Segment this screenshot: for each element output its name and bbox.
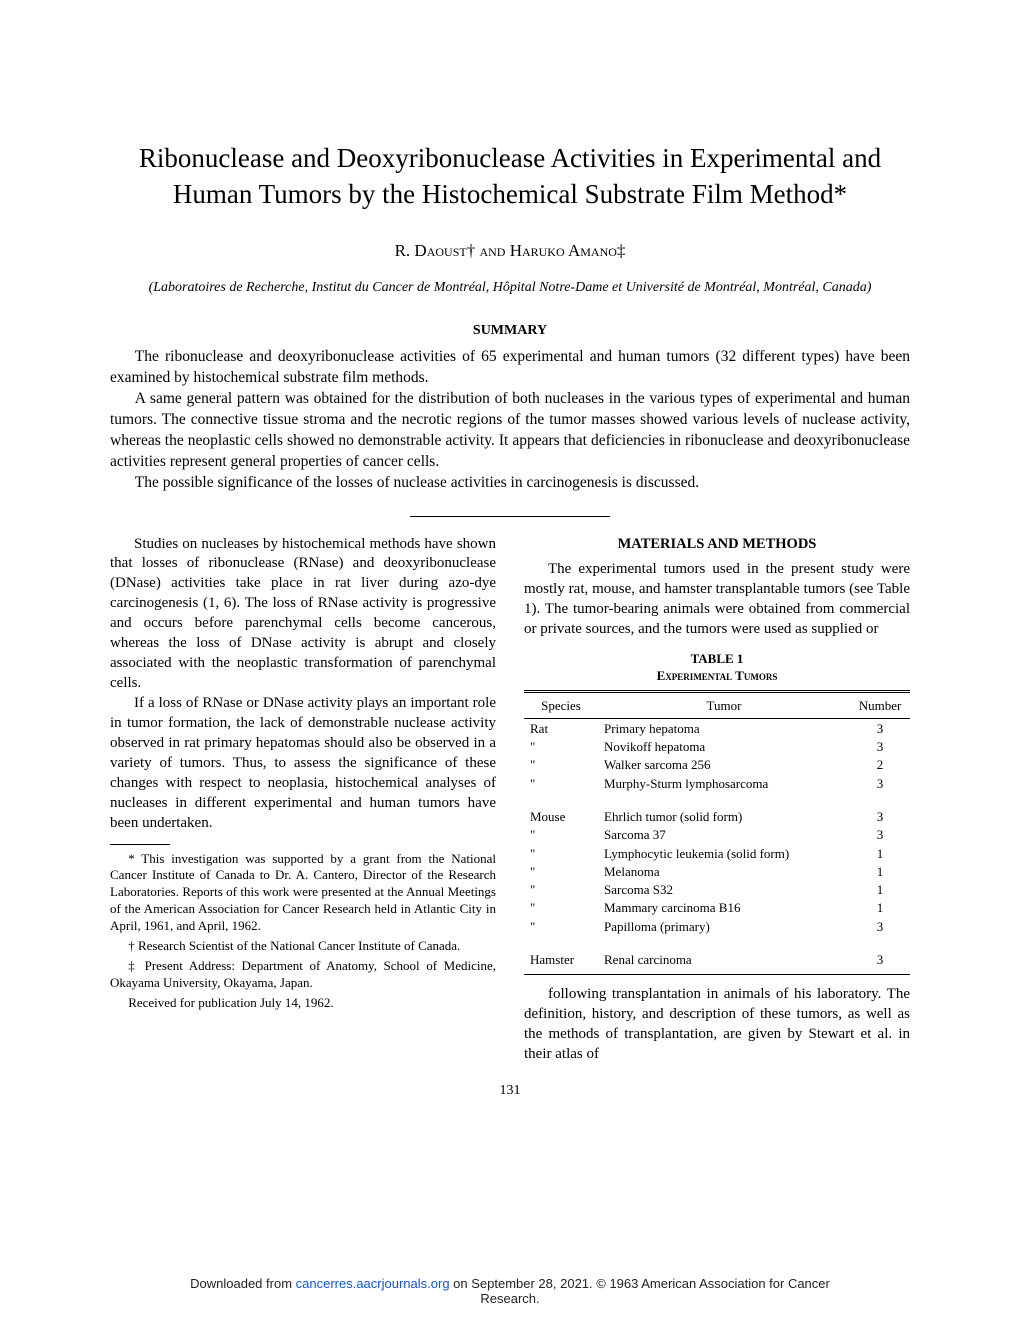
cell-tumor: Walker sarcoma 256 [598, 756, 850, 774]
table-row: " Mammary carcinoma B16 1 [524, 899, 910, 917]
materials-p1: The experimental tumors used in the pres… [524, 560, 910, 640]
table-row: " Walker sarcoma 256 2 [524, 756, 910, 774]
cell-number: 3 [850, 917, 910, 941]
cell-tumor: Papilloma (primary) [598, 917, 850, 941]
experimental-tumors-table: Species Tumor Number Rat Primary hepatom… [524, 690, 910, 975]
cell-number: 3 [850, 719, 910, 738]
cell-species: " [524, 738, 598, 756]
cell-tumor: Ehrlich tumor (solid form) [598, 798, 850, 826]
cell-species: " [524, 844, 598, 862]
table-row: " Lymphocytic leukemia (solid form) 1 [524, 844, 910, 862]
footnote-author1: † Research Scientist of the National Can… [110, 938, 496, 955]
paper-affiliation: (Laboratoires de Recherche, Institut du … [110, 279, 910, 297]
paper-title: Ribonuclease and Deoxyribonuclease Activ… [110, 140, 910, 213]
cell-species: " [524, 826, 598, 844]
footer-link[interactable]: cancerres.aacrjournals.org [296, 1276, 450, 1291]
cell-species: " [524, 756, 598, 774]
th-species: Species [524, 692, 598, 719]
table-row: " Sarcoma S32 1 [524, 881, 910, 899]
cell-tumor: Melanoma [598, 862, 850, 880]
cell-species: Hamster [524, 941, 598, 975]
cell-tumor: Novikoff hepatoma [598, 738, 850, 756]
cell-tumor: Murphy-Sturm lymphosarcoma [598, 774, 850, 798]
table-row: " Sarcoma 37 3 [524, 826, 910, 844]
cell-tumor: Sarcoma S32 [598, 881, 850, 899]
footer-mid: on September 28, 2021. © 1963 American A… [450, 1276, 830, 1291]
materials-heading: MATERIALS AND METHODS [524, 535, 910, 554]
footnote-funding: * This investigation was supported by a … [110, 851, 496, 935]
cell-number: 3 [850, 738, 910, 756]
cell-tumor: Mammary carcinoma B16 [598, 899, 850, 917]
summary-rule [410, 516, 610, 517]
intro-p1: Studies on nucleases by histochemical me… [110, 535, 496, 695]
table-row: Mouse Ehrlich tumor (solid form) 3 [524, 798, 910, 826]
footnote-received: Received for publication July 14, 1962. [110, 995, 496, 1012]
summary-p1: The ribonuclease and deoxyribonuclease a… [110, 347, 910, 389]
download-footer: Downloaded from cancerres.aacrjournals.o… [0, 1276, 1020, 1306]
footer-line2: Research. [480, 1291, 539, 1306]
footer-prefix: Downloaded from [190, 1276, 296, 1291]
cell-tumor: Sarcoma 37 [598, 826, 850, 844]
cell-number: 1 [850, 881, 910, 899]
cell-species: Rat [524, 719, 598, 738]
cell-species: " [524, 862, 598, 880]
summary-p3: The possible significance of the losses … [110, 473, 910, 494]
intro-p2: If a loss of RNase or DNase activity pla… [110, 694, 496, 834]
page-number: 131 [110, 1083, 910, 1099]
table-row: " Papilloma (primary) 3 [524, 917, 910, 941]
footnote-separator [110, 844, 170, 845]
cell-tumor: Renal carcinoma [598, 941, 850, 975]
cell-number: 2 [850, 756, 910, 774]
cell-number: 3 [850, 941, 910, 975]
cell-species: " [524, 917, 598, 941]
footnotes-block: * This investigation was supported by a … [110, 851, 496, 1012]
table-row: " Murphy-Sturm lymphosarcoma 3 [524, 774, 910, 798]
cell-number: 1 [850, 899, 910, 917]
table-caption: TABLE 1 Experimental Tumors [524, 650, 910, 685]
th-tumor: Tumor [598, 692, 850, 719]
cell-tumor: Lymphocytic leukemia (solid form) [598, 844, 850, 862]
summary-p2: A same general pattern was obtained for … [110, 389, 910, 473]
table-label: TABLE 1 [691, 651, 744, 666]
cell-number: 3 [850, 826, 910, 844]
cell-number: 1 [850, 862, 910, 880]
footnote-author2: ‡ Present Address: Department of Anatomy… [110, 958, 496, 992]
cell-species: " [524, 774, 598, 798]
table-row: Rat Primary hepatoma 3 [524, 719, 910, 738]
paper-authors: R. Daoust† and Haruko Amano‡ [110, 241, 910, 261]
cell-number: 3 [850, 798, 910, 826]
cell-species: Mouse [524, 798, 598, 826]
table-row: " Novikoff hepatoma 3 [524, 738, 910, 756]
cell-species: " [524, 899, 598, 917]
table-row: " Melanoma 1 [524, 862, 910, 880]
table-title: Experimental Tumors [657, 668, 778, 683]
cell-number: 1 [850, 844, 910, 862]
materials-p2: following transplantation in animals of … [524, 985, 910, 1065]
th-number: Number [850, 692, 910, 719]
left-column: Studies on nucleases by histochemical me… [110, 535, 496, 1066]
right-column: MATERIALS AND METHODS The experimental t… [524, 535, 910, 1066]
cell-species: " [524, 881, 598, 899]
summary-heading: SUMMARY [110, 323, 910, 339]
table-row: Hamster Renal carcinoma 3 [524, 941, 910, 975]
cell-number: 3 [850, 774, 910, 798]
summary-block: The ribonuclease and deoxyribonuclease a… [110, 347, 910, 493]
cell-tumor: Primary hepatoma [598, 719, 850, 738]
